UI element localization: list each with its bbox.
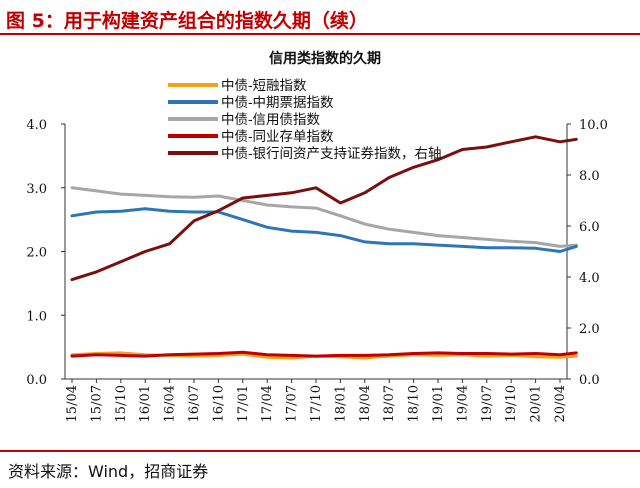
x-tick-label: 19/01 — [431, 385, 446, 422]
x-tick-label: 18/01 — [333, 385, 348, 422]
x-tick-label: 17/04 — [260, 385, 275, 422]
series-line-4 — [70, 350, 578, 358]
source-note: 资料来源：Wind，招商证券 — [8, 462, 209, 481]
x-tick-label: 17/07 — [285, 385, 300, 422]
figure-header: 图 5：用于构建资产组合的指数久期（续） — [0, 0, 640, 34]
x-tick-label: 20/01 — [529, 385, 544, 422]
legend-label-2: 中债-中期票据指数 — [221, 95, 334, 111]
left-tick-label: 2.0 — [26, 246, 47, 261]
series-line-3 — [70, 186, 578, 248]
legend-label-4: 中债-同业存单指数 — [221, 129, 334, 145]
right-tick-label: 2.0 — [579, 322, 600, 337]
x-tick-label: 15/04 — [65, 385, 80, 422]
duration-line-chart: 信用类指数的久期 中债-短融指数中债-中期票据指数中债-信用债指数中债-同业存单… — [26, 50, 608, 422]
left-tick-label: 1.0 — [26, 309, 47, 324]
series-line-5 — [70, 135, 578, 282]
right-tick-label: 0.0 — [579, 373, 600, 388]
series-line-2 — [70, 207, 578, 253]
chart-title: 信用类指数的久期 — [269, 50, 381, 67]
x-tick-label: 15/10 — [114, 385, 129, 422]
x-tick-label: 19/07 — [480, 385, 495, 422]
x-tick-label: 19/04 — [455, 385, 470, 422]
x-tick-label: 18/10 — [407, 385, 422, 422]
x-tick-label: 16/01 — [138, 385, 153, 422]
header-rule — [0, 33, 640, 35]
x-tick-label: 18/04 — [358, 385, 373, 422]
legend-label-3: 中债-信用债指数 — [221, 112, 321, 128]
left-tick-label: 4.0 — [26, 118, 47, 133]
x-tick-label: 16/04 — [163, 385, 178, 422]
axes-layer: 0.0 1.0 2.0 3.0 4.0 0.0 2.0 4.0 6.0 8.0 10.0 15/04 1… — [26, 118, 608, 422]
x-tick-label: 17/01 — [236, 385, 251, 422]
x-tick-label: 16/07 — [187, 385, 202, 422]
x-tick-label: 15/07 — [89, 385, 104, 422]
x-tick-label: 20/04 — [553, 385, 568, 422]
right-tick-label: 6.0 — [579, 220, 600, 235]
x-tick-label: 17/10 — [309, 385, 324, 422]
series-layer — [70, 135, 578, 360]
x-tick-label: 18/07 — [382, 385, 397, 422]
right-tick-label: 8.0 — [579, 169, 600, 184]
legend-label-1: 中债-短融指数 — [221, 78, 307, 94]
legend: 中债-短融指数中债-中期票据指数中债-信用债指数中债-同业存单指数中债-银行间资… — [168, 78, 442, 162]
legend-label-5: 中债-银行间资产支持证券指数，右轴 — [221, 146, 442, 162]
right-tick-label: 10.0 — [579, 118, 608, 133]
plot-frame — [64, 124, 568, 380]
right-tick-label: 4.0 — [579, 271, 600, 286]
left-tick-label: 3.0 — [26, 182, 47, 197]
x-tick-label: 19/10 — [504, 385, 519, 422]
footer-rule — [0, 450, 640, 452]
left-tick-label: 0.0 — [26, 373, 47, 388]
x-tick-label: 16/10 — [211, 385, 226, 422]
figure-title: 图 5：用于构建资产组合的指数久期（续） — [6, 10, 368, 32]
